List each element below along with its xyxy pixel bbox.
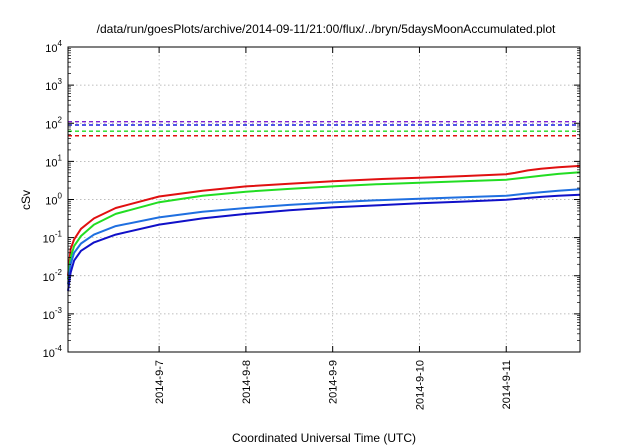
x-axis-label: Coordinated Universal Time (UTC) — [232, 431, 416, 445]
y-tick-label: 101 — [45, 153, 62, 169]
x-tick-label: 2014-9-10 — [414, 360, 426, 410]
x-tick-label: 2014-9-7 — [154, 360, 166, 404]
y-ticks: 10-4 10-3 10-2 10-1 100 101 102 103 104 — [43, 39, 580, 360]
y-tick-label: 10-1 — [43, 230, 63, 246]
series-line — [67, 188, 581, 285]
y-tick-label: 10-2 — [43, 268, 63, 284]
x-tick-label: 2014-9-11 — [501, 360, 513, 409]
y-tick-label: 102 — [45, 115, 62, 131]
x-ticks: 2014-9-7 2014-9-8 2014-9-9 2014-9-10 2014-9-… — [154, 47, 513, 410]
y-tick-label: 10-4 — [43, 344, 63, 360]
series-lines — [67, 164, 581, 292]
series-line — [67, 164, 581, 276]
chart-title: /data/run/goesPlots/archive/2014-09-11/2… — [97, 22, 556, 36]
threshold-lines — [68, 120, 580, 137]
x-tick-label: 2014-9-9 — [328, 360, 340, 404]
y-tick-label: 10-3 — [43, 306, 63, 322]
series-line — [67, 171, 581, 280]
y-tick-label: 103 — [45, 77, 62, 93]
series-line — [67, 193, 581, 292]
x-tick-label: 2014-9-8 — [241, 360, 253, 404]
y-tick-label: 100 — [45, 192, 62, 208]
y-axis-label: cSv — [19, 190, 33, 210]
y-tick-label: 104 — [45, 39, 62, 55]
